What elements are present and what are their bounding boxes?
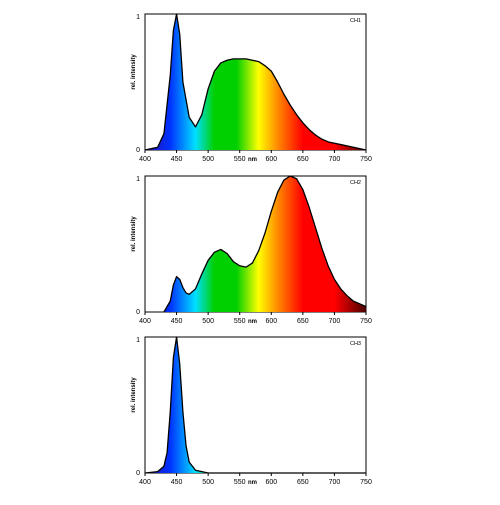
y-tick-label: 0 [136, 309, 140, 316]
x-tick-label: 550 [234, 318, 246, 325]
x-tick-label: 450 [171, 318, 183, 325]
chart-panel-ch2: 400 450 500 550 600 650 700 750 nm 0 1 rel. intensi… [131, 175, 372, 325]
x-tick-label: 650 [297, 479, 309, 486]
x-tick-label: 600 [265, 318, 277, 325]
x-axis-label: nm [248, 157, 257, 163]
x-tick-label: 750 [360, 318, 372, 325]
x-axis-label: nm [248, 319, 257, 325]
spectrum-line [163, 175, 367, 313]
x-tick-label: 700 [329, 318, 341, 325]
x-tick-label: 600 [265, 156, 277, 163]
panel-label: CH2 [350, 180, 361, 186]
y-tick-label: 1 [136, 337, 140, 344]
x-tick-label: 700 [329, 479, 341, 486]
y-axis-label: rel. intensity [131, 377, 137, 413]
x-tick-label: 500 [202, 156, 214, 163]
x-tick-label: 450 [171, 156, 183, 163]
x-tick-label: 750 [360, 479, 372, 486]
x-tick-label: 650 [297, 156, 309, 163]
spectrum-line [144, 13, 367, 151]
x-tick-label: 750 [360, 156, 372, 163]
chart-panel-ch1: 400 450 500 550 600 650 700 750 nm 0 1 rel. intensi… [131, 13, 372, 163]
y-axis-label: rel. intensity [131, 54, 137, 90]
x-tick-label: 400 [139, 156, 151, 163]
y-axis-label: rel. intensity [131, 216, 137, 252]
x-axis-label: nm [248, 480, 257, 486]
y-tick-label: 1 [136, 14, 140, 21]
x-tick-label: 600 [265, 479, 277, 486]
spectrum-area [145, 337, 366, 473]
y-tick-label: 0 [136, 147, 140, 154]
x-tick-label: 450 [171, 479, 183, 486]
x-tick-label: 550 [234, 156, 246, 163]
spectrum-area [145, 14, 366, 150]
y-tick-label: 0 [136, 470, 140, 477]
x-tick-label: 500 [202, 318, 214, 325]
x-tick-label: 650 [297, 318, 309, 325]
spectrum-area [163, 176, 366, 312]
x-tick-label: 700 [329, 156, 341, 163]
panel-label: CH1 [350, 18, 361, 24]
y-tick-label: 1 [136, 176, 140, 183]
panel-label: CH3 [350, 341, 361, 347]
x-tick-label: 400 [139, 318, 151, 325]
x-tick-label: 400 [139, 479, 151, 486]
chart-panel-ch3: 400 450 500 550 600 650 700 750 nm 0 1 rel. intensi… [131, 336, 372, 486]
x-tick-label: 500 [202, 479, 214, 486]
spectrum-line [144, 336, 366, 474]
x-tick-label: 550 [234, 479, 246, 486]
